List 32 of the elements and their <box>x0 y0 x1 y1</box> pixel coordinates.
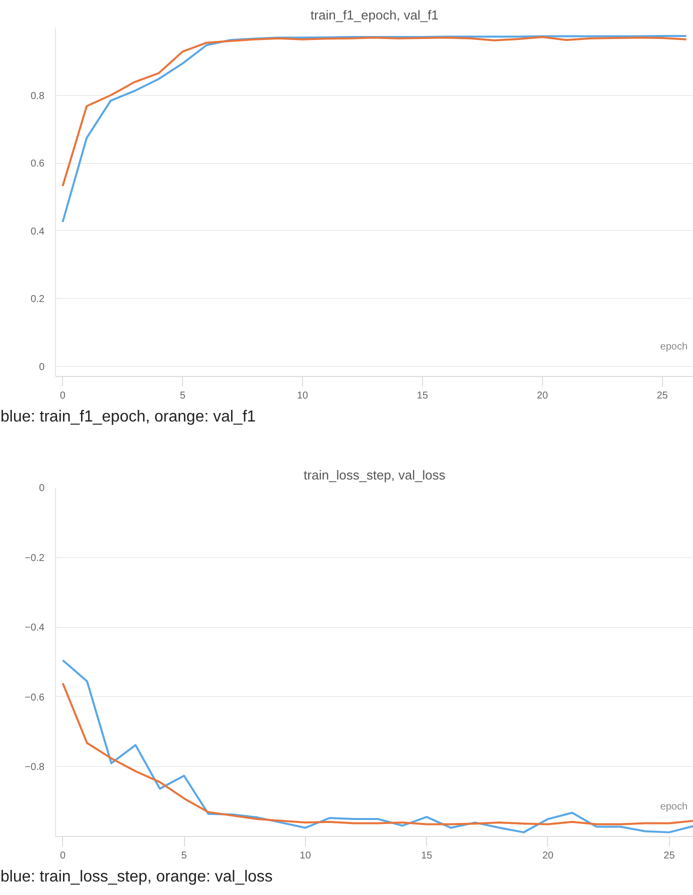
x-tick-label: 0 <box>60 390 66 402</box>
line-series <box>62 34 688 223</box>
text: blue: train_f1_epoch, orange: val_f1 <box>0 408 256 426</box>
y-tick-label: 0 <box>38 483 45 494</box>
chart-title: train_loss_step, val_loss <box>304 468 446 482</box>
x-tick-label: 0 <box>60 850 66 862</box>
y-tick-label: −0.6 <box>24 692 45 704</box>
y-tick-label: −0.8 <box>24 762 45 774</box>
line-series <box>62 659 693 834</box>
x-tick-label: 15 <box>416 390 428 402</box>
y-tick-label: 0.2 <box>30 294 45 306</box>
line-series <box>62 682 693 826</box>
y-tick-label: 0.4 <box>30 226 45 238</box>
x-tick-label: 10 <box>300 850 312 862</box>
x-tick-label: 20 <box>542 850 554 862</box>
line-series <box>62 36 688 188</box>
y-tick-label: 0.8 <box>30 90 45 102</box>
y-tick-label: 0.6 <box>30 158 45 170</box>
x-tick-label: 10 <box>296 390 309 402</box>
x-axis-title: epoch <box>660 802 688 812</box>
y-tick-label: 0 <box>38 362 45 373</box>
x-tick-label: 25 <box>656 390 668 402</box>
text: blue: train_loss_step, orange: val_loss <box>0 868 273 886</box>
x-tick-label: 25 <box>664 850 676 862</box>
x-tick-label: 20 <box>536 390 548 402</box>
x-axis-title: epoch <box>660 342 688 352</box>
chart-title: train_f1_epoch, val_f1 <box>310 8 438 22</box>
x-tick-label: 5 <box>180 390 186 402</box>
x-tick-label: 15 <box>421 850 433 862</box>
x-tick-label: 5 <box>181 850 188 862</box>
y-tick-label: −0.2 <box>24 552 45 564</box>
y-tick-label: −0.4 <box>24 622 45 634</box>
